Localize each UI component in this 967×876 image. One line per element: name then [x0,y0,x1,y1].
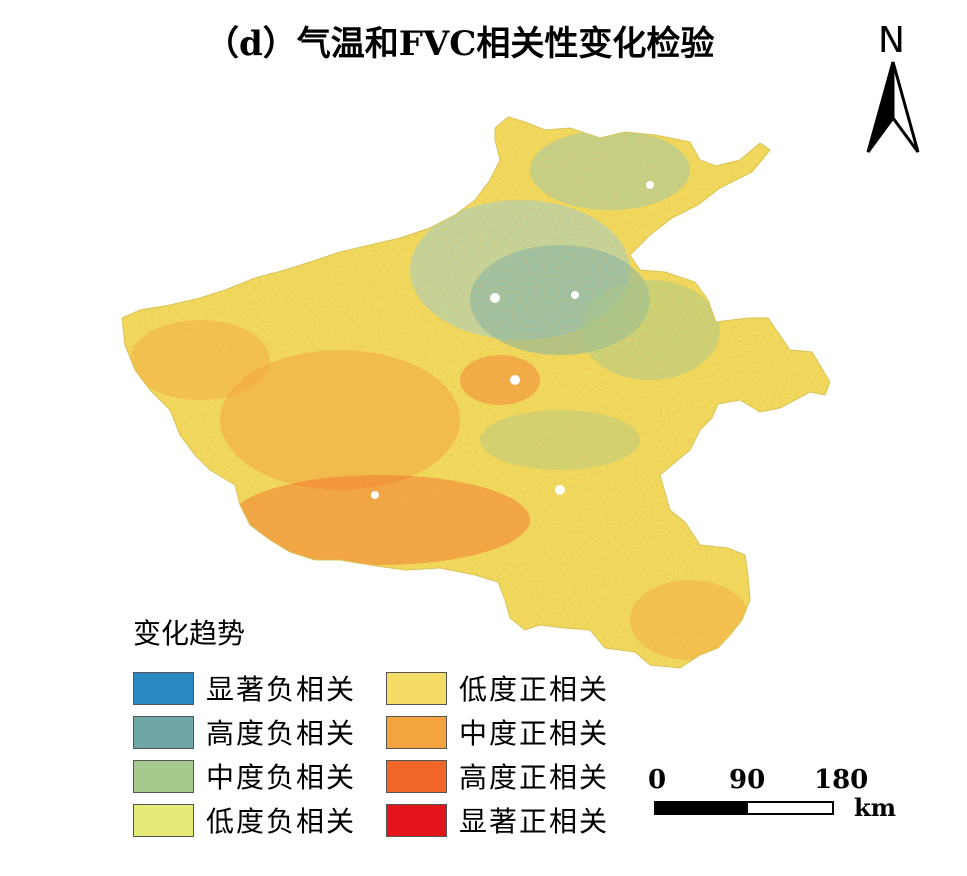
north-arrow-icon [866,61,920,153]
legend-label: 显著正相关 [459,805,610,838]
legend-swatch [386,759,447,793]
legend-swatch [133,803,194,837]
legend-item: 高度负相关 [133,714,356,750]
legend-item: 显著正相关 [386,802,609,838]
legend-label: 高度负相关 [206,717,357,750]
legend-label: 高度正相关 [459,761,610,794]
legend-label: 中度正相关 [459,717,610,750]
legend-swatch [133,759,194,793]
scale-bar: 0 90 180 km [648,765,910,825]
legend: 显著负相关 高度负相关 中度负相关 低度负相关 低度正相关 中度正相关 高度正相… [133,670,633,850]
scale-unit: km [854,793,897,822]
scale-bar-white-segment [746,801,834,815]
scale-tick: 180 [814,765,869,795]
legend-item: 高度正相关 [386,758,609,794]
scale-tick: 90 [729,765,766,795]
legend-label: 显著负相关 [206,673,357,706]
legend-item: 低度负相关 [133,802,356,838]
legend-item: 低度正相关 [386,670,609,706]
map-title: （d）气温和FVC相关性变化检验 [205,24,715,64]
legend-title: 变化趋势 [133,617,246,650]
legend-swatch [386,715,447,749]
legend-item: 显著负相关 [133,670,356,706]
legend-item: 中度负相关 [133,758,356,794]
legend-label: 低度负相关 [206,805,357,838]
legend-swatch [133,715,194,749]
legend-label: 中度负相关 [206,761,357,794]
north-label: N [878,20,905,61]
scale-bar-black-segment [654,801,746,815]
scale-tick: 0 [648,765,667,795]
legend-item: 中度正相关 [386,714,609,750]
legend-label: 低度正相关 [459,673,610,706]
legend-swatch [133,671,194,705]
legend-swatch [386,803,447,837]
legend-swatch [386,671,447,705]
